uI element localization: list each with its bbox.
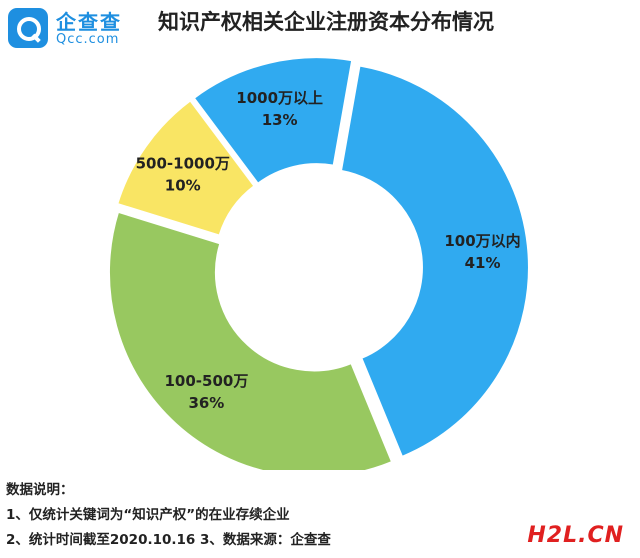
- chart-title: 知识产权相关企业注册资本分布情况: [158, 10, 494, 34]
- slice-label-0: 100万以内: [444, 232, 520, 250]
- notes-line-1: 1、仅统计关键词为“知识产权”的在业存续企业: [6, 507, 290, 523]
- slice-label-2: 500-1000万: [136, 155, 230, 173]
- slice-label-1: 100-500万: [164, 372, 248, 390]
- slice-1: [107, 210, 394, 470]
- logo-ring: [17, 17, 41, 41]
- qcc-logo-icon: [8, 8, 48, 48]
- watermark-logo: H2L.CN: [527, 523, 624, 548]
- slice-percent-1: 36%: [188, 394, 224, 412]
- slice-3: [192, 56, 354, 186]
- slice-label-3: 1000万以上: [236, 89, 323, 107]
- slice-0: [339, 64, 530, 459]
- donut-chart: 100万以内 41% 100-500万 36% 500-1000万 10% 1000万以上 1…: [107, 56, 530, 470]
- slice-percent-0: 41%: [465, 254, 501, 272]
- notes-heading: 数据说明：: [6, 482, 74, 498]
- slice-2: [116, 98, 256, 237]
- notes-line-2: 2、统计时间截至2020.10.16 3、数据来源：企查查: [6, 532, 331, 548]
- brand-name: 企查查: [56, 10, 122, 34]
- notes: 数据说明： 1、仅统计关键词为“知识产权”的在业存续企业 2、统计时间截至202…: [6, 478, 331, 553]
- slice-percent-2: 10%: [165, 177, 201, 195]
- slice-percent-3: 13%: [262, 111, 298, 129]
- brand-url: Qcc.com: [56, 32, 120, 47]
